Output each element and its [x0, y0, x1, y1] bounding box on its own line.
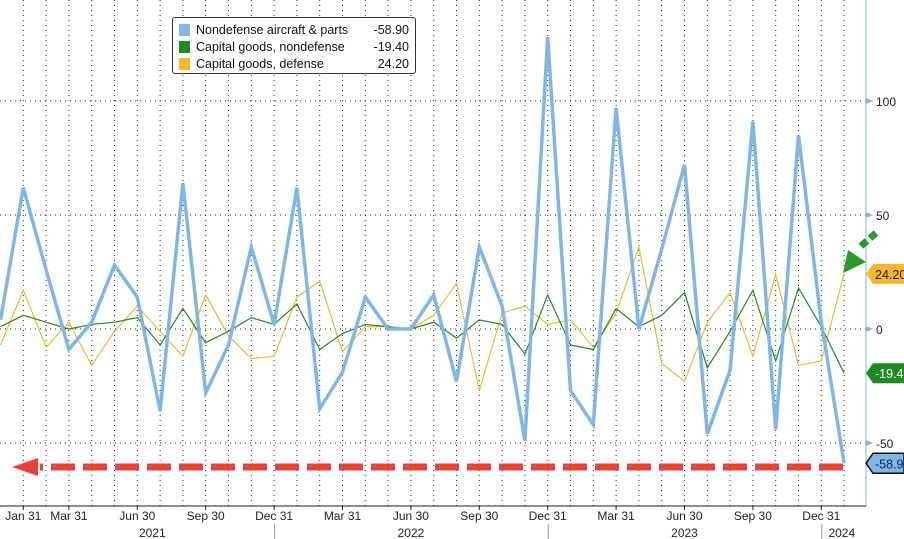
- x-year-label: 2024: [828, 526, 855, 539]
- last-value-tag: [865, 452, 904, 475]
- last-value-tag-text: -58.9: [875, 457, 904, 471]
- green-arrow-shaft: [857, 230, 879, 250]
- legend-swatch: [179, 23, 190, 36]
- legend-item-defense: Capital goods, defense 24.20: [179, 55, 409, 72]
- y-tick-label: 50: [876, 209, 890, 223]
- legend-swatch: [179, 57, 190, 70]
- legend-value: -58.90: [373, 22, 409, 37]
- x-tick-label: Dec 31: [802, 509, 840, 523]
- y-tick-mark: [866, 212, 873, 218]
- legend-item-nondefense: Capital goods, nondefense -19.40: [179, 38, 409, 55]
- y-tick-label: 0: [876, 323, 883, 337]
- last-value-tag-text: -19.4: [875, 367, 904, 381]
- x-year-label: 2022: [398, 526, 425, 539]
- x-tick-label: Mar 31: [324, 509, 362, 523]
- legend-value: 24.20: [377, 56, 409, 71]
- x-tick-label: Sep 30: [187, 509, 225, 523]
- x-year-label: 2023: [671, 526, 698, 539]
- x-tick-label: Sep 30: [734, 509, 772, 523]
- series-line-0: [0, 37, 846, 464]
- x-tick-label: Jun 30: [393, 509, 429, 523]
- series-line-2: [0, 244, 845, 391]
- x-tick-label: Jan 31: [5, 509, 41, 523]
- y-tick-mark: [866, 98, 873, 104]
- x-tick-label: Dec 31: [529, 509, 567, 523]
- legend-label: Nondefense aircraft & parts: [196, 22, 349, 37]
- red-arrowhead-icon: [12, 457, 38, 476]
- y-tick-mark: [866, 326, 873, 332]
- legend-label: Capital goods, nondefense: [196, 39, 345, 54]
- legend-label: Capital goods, defense: [196, 56, 324, 71]
- x-tick-label: Dec 31: [255, 509, 293, 523]
- green-arrowhead-icon: [843, 250, 866, 273]
- legend: Nondefense aircraft & parts -58.90 Capita…: [172, 17, 416, 74]
- x-tick-label: Jun 30: [666, 509, 702, 523]
- last-value-tag: [866, 363, 904, 384]
- x-year-label: 2021: [139, 526, 166, 539]
- y-tick-label: -50: [876, 437, 894, 451]
- y-tick-label: 100: [876, 95, 896, 109]
- last-value-tag-text: 24.20: [875, 268, 904, 282]
- series-line-1: [0, 286, 845, 374]
- last-value-tag: [866, 263, 904, 284]
- x-tick-label: Sep 30: [460, 509, 498, 523]
- legend-swatch: [179, 40, 190, 53]
- x-tick-label: Mar 31: [597, 509, 635, 523]
- x-tick-label: Mar 31: [50, 509, 88, 523]
- x-tick-label: Jun 30: [119, 509, 155, 523]
- legend-value: -19.40: [373, 39, 409, 54]
- legend-item-aircraft: Nondefense aircraft & parts -58.90: [179, 21, 409, 38]
- y-tick-mark: [866, 440, 873, 446]
